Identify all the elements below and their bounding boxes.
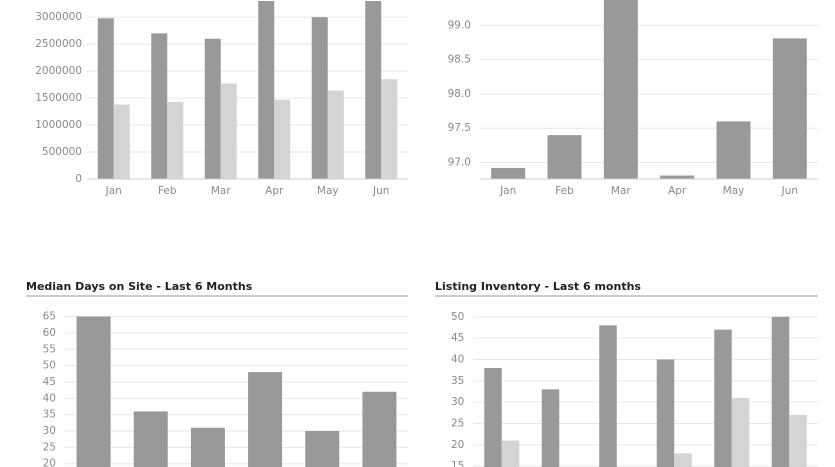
y-tick-label: 30 — [43, 425, 56, 437]
y-tick-label: 30 — [451, 396, 464, 408]
bar — [501, 440, 520, 467]
x-tick-label: Jun — [781, 185, 798, 197]
y-tick-label: 97.0 — [448, 157, 471, 169]
x-tick-label: Apr — [668, 185, 687, 197]
bar — [190, 427, 225, 467]
bar — [133, 411, 168, 467]
y-tick-label: 65 — [43, 311, 56, 323]
bar — [113, 104, 130, 179]
x-tick-label: Jan — [499, 185, 516, 197]
y-tick-label: 20 — [43, 458, 56, 467]
bar — [76, 316, 111, 467]
y-tick-label: 15 — [451, 460, 464, 467]
y-tick-label: 45 — [451, 332, 464, 344]
bar — [656, 359, 675, 467]
y-tick-label: 1500000 — [35, 92, 82, 104]
bar — [311, 17, 328, 179]
bar — [365, 1, 382, 179]
bar — [167, 101, 184, 179]
y-tick-label: 50 — [451, 311, 464, 323]
y-tick-label: 1000000 — [35, 119, 82, 131]
bar — [381, 79, 398, 179]
bar — [97, 18, 114, 180]
x-tick-label: Jun — [372, 185, 389, 197]
bar — [248, 372, 283, 467]
bar — [599, 325, 617, 467]
y-tick-label: 35 — [43, 409, 56, 421]
y-tick-label: 20 — [451, 439, 464, 451]
y-tick-label: 99.0 — [448, 19, 471, 31]
bar — [258, 1, 275, 179]
y-tick-label: 55 — [43, 343, 56, 355]
x-tick-label: Feb — [555, 185, 574, 197]
y-tick-label: 0 — [75, 173, 82, 185]
bar — [491, 168, 526, 179]
bar — [716, 121, 751, 179]
y-tick-label: 35 — [451, 375, 464, 387]
bar — [789, 414, 807, 467]
y-tick-label: 25 — [451, 417, 464, 429]
bar — [541, 389, 560, 467]
y-tick-label: 40 — [451, 353, 464, 365]
y-tick-label: 98.0 — [448, 88, 471, 100]
bar — [603, 0, 638, 179]
bar — [220, 83, 237, 179]
bar — [274, 99, 291, 179]
x-tick-label: Feb — [158, 185, 177, 197]
y-tick-label: 50 — [43, 360, 56, 372]
y-tick-label: 2500000 — [35, 38, 82, 50]
x-tick-label: Apr — [265, 185, 284, 197]
y-tick-label: 2000000 — [35, 65, 82, 77]
y-tick-label: 98.5 — [448, 54, 471, 66]
x-tick-label: Jan — [105, 185, 122, 197]
y-tick-label: 3000000 — [35, 11, 82, 23]
y-tick-label: 500000 — [42, 146, 82, 158]
bar — [660, 175, 695, 179]
y-tick-label: 60 — [43, 327, 56, 339]
x-tick-label: May — [317, 185, 339, 197]
bar — [151, 33, 168, 180]
x-tick-label: May — [723, 185, 745, 197]
bar — [714, 329, 732, 467]
bar — [772, 38, 807, 180]
bar — [327, 90, 344, 179]
y-tick-label: 97.5 — [448, 122, 471, 134]
bar — [771, 316, 790, 467]
bar — [204, 38, 221, 180]
y-tick-label: 45 — [43, 376, 56, 388]
x-tick-label: Mar — [611, 185, 631, 197]
x-tick-label: Mar — [211, 185, 231, 197]
bar — [305, 431, 340, 467]
bar — [362, 391, 397, 467]
bar — [484, 368, 502, 467]
y-tick-label: 40 — [43, 392, 56, 404]
bar — [674, 453, 692, 467]
bar — [547, 135, 582, 179]
chart-title: Listing Inventory - Last 6 months — [435, 280, 641, 293]
bar — [731, 397, 750, 467]
chart-title: Median Days on Site - Last 6 Months — [26, 280, 253, 293]
y-tick-label: 25 — [43, 441, 56, 453]
